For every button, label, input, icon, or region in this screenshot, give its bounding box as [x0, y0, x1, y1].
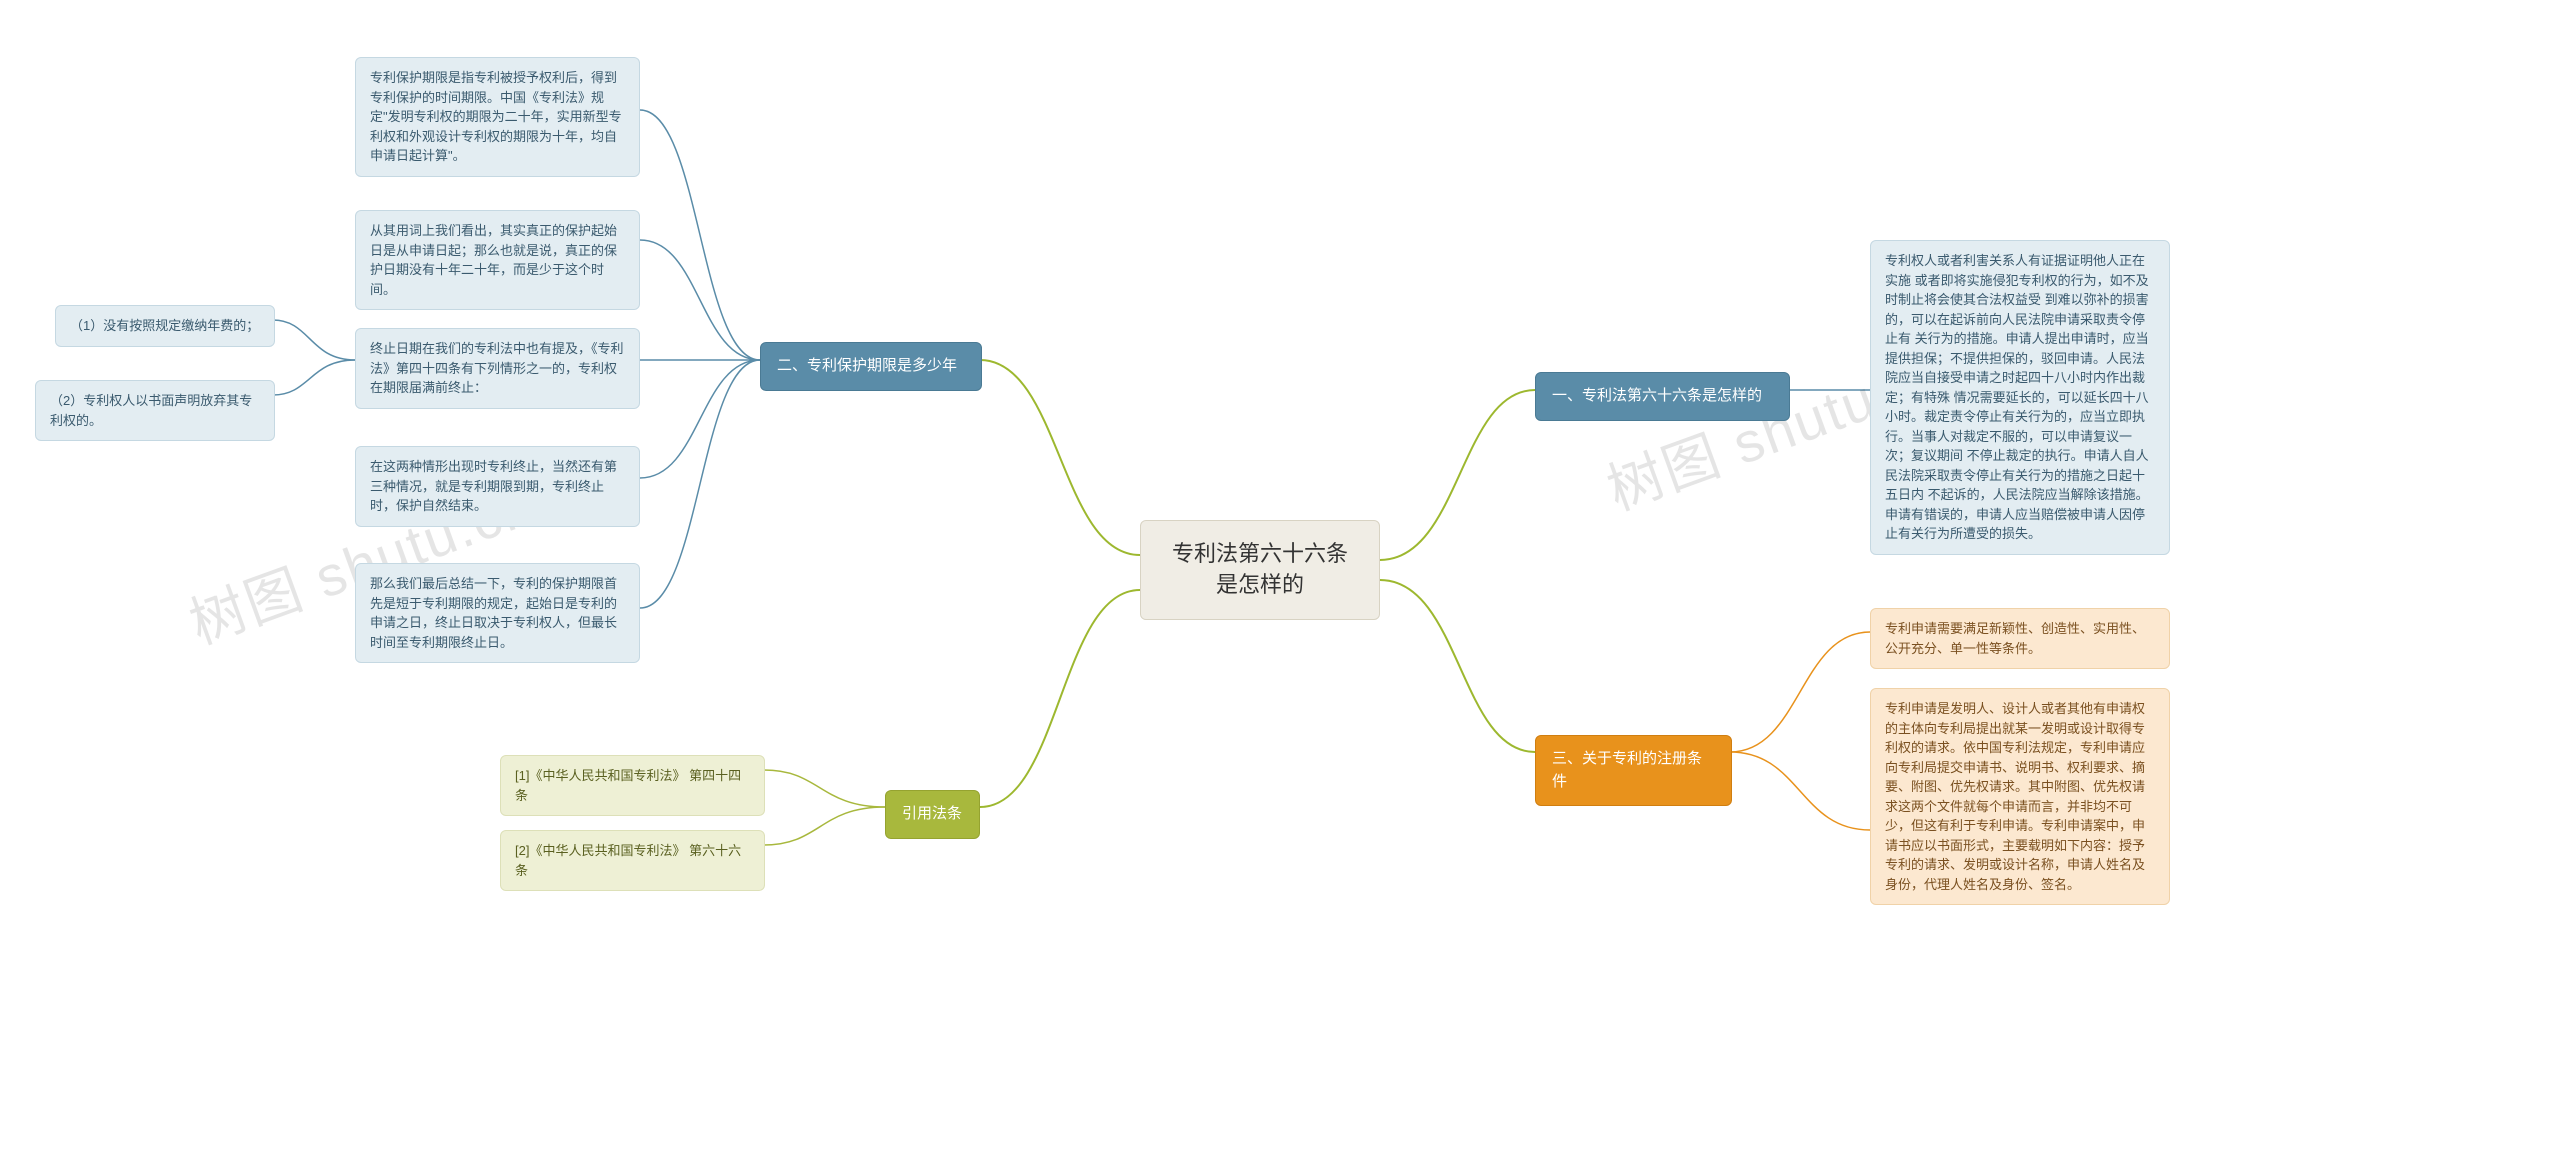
branch-2-subleaf-0-text: （1）没有按照规定缴纳年费的；: [70, 318, 259, 333]
branch-3-leaf-0-text: 专利申请需要满足新颖性、创造性、实用性、公开充分、单一性等条件。: [1885, 621, 2145, 656]
branch-2-leaf-1-text: 从其用词上我们看出，其实真正的保护起始日是从申请日起；那么也就是说，真正的保护日…: [370, 223, 617, 297]
branch-4: 引用法条: [885, 790, 980, 839]
branch-2-leaf-1: 从其用词上我们看出，其实真正的保护起始日是从申请日起；那么也就是说，真正的保护日…: [355, 210, 640, 310]
branch-1-label: 一、专利法第六十六条是怎样的: [1552, 387, 1762, 404]
branch-2-leaf-0-text: 专利保护期限是指专利被授予权利后，得到专利保护的时间期限。中国《专利法》规定"发…: [370, 70, 622, 163]
branch-3: 三、关于专利的注册条件: [1535, 735, 1732, 806]
branch-2-leaf-0: 专利保护期限是指专利被授予权利后，得到专利保护的时间期限。中国《专利法》规定"发…: [355, 57, 640, 177]
branch-2: 二、专利保护期限是多少年: [760, 342, 982, 391]
branch-3-label: 三、关于专利的注册条件: [1552, 750, 1702, 790]
branch-3-leaf-1-text: 专利申请是发明人、设计人或者其他有申请权的主体向专利局提出就某一发明或设计取得专…: [1885, 701, 2145, 892]
root-node: 专利法第六十六条是怎样的: [1140, 520, 1380, 620]
branch-4-leaf-0-text: [1]《中华人民共和国专利法》 第四十四条: [515, 768, 741, 803]
branch-2-leaf-3-text: 在这两种情形出现时专利终止，当然还有第三种情况，就是专利期限到期，专利终止时，保…: [370, 459, 617, 513]
root-label: 专利法第六十六条是怎样的: [1172, 541, 1348, 597]
branch-3-leaf-0: 专利申请需要满足新颖性、创造性、实用性、公开充分、单一性等条件。: [1870, 608, 2170, 669]
branch-4-label: 引用法条: [902, 805, 962, 822]
branch-2-leaf-2-text: 终止日期在我们的专利法中也有提及，《专利法》第四十四条有下列情形之一的，专利权在…: [370, 341, 624, 395]
branch-2-leaf-4-text: 那么我们最后总结一下，专利的保护期限首先是短于专利期限的规定，起始日是专利的申请…: [370, 576, 617, 650]
branch-2-subleaf-0: （1）没有按照规定缴纳年费的；: [55, 305, 275, 347]
branch-2-leaf-4: 那么我们最后总结一下，专利的保护期限首先是短于专利期限的规定，起始日是专利的申请…: [355, 563, 640, 663]
branch-2-leaf-3: 在这两种情形出现时专利终止，当然还有第三种情况，就是专利期限到期，专利终止时，保…: [355, 446, 640, 527]
branch-2-subleaf-1: （2）专利权人以书面声明放弃其专利权的。: [35, 380, 275, 441]
branch-1: 一、专利法第六十六条是怎样的: [1535, 372, 1790, 421]
branch-4-leaf-1-text: [2]《中华人民共和国专利法》 第六十六条: [515, 843, 741, 878]
branch-2-subleaf-1-text: （2）专利权人以书面声明放弃其专利权的。: [50, 393, 252, 428]
branch-2-leaf-2: 终止日期在我们的专利法中也有提及，《专利法》第四十四条有下列情形之一的，专利权在…: [355, 328, 640, 409]
branch-2-label: 二、专利保护期限是多少年: [777, 357, 957, 374]
branch-1-leaf-0-text: 专利权人或者利害关系人有证据证明他人正在实施 或者即将实施侵犯专利权的行为，如不…: [1885, 253, 2149, 541]
branch-4-leaf-1: [2]《中华人民共和国专利法》 第六十六条: [500, 830, 765, 891]
branch-3-leaf-1: 专利申请是发明人、设计人或者其他有申请权的主体向专利局提出就某一发明或设计取得专…: [1870, 688, 2170, 905]
branch-4-leaf-0: [1]《中华人民共和国专利法》 第四十四条: [500, 755, 765, 816]
branch-1-leaf-0: 专利权人或者利害关系人有证据证明他人正在实施 或者即将实施侵犯专利权的行为，如不…: [1870, 240, 2170, 555]
